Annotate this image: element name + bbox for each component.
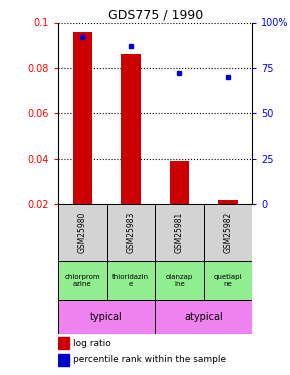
Bar bbox=[106, 204, 155, 261]
Text: typical: typical bbox=[90, 312, 123, 322]
Bar bbox=[204, 261, 252, 300]
Bar bbox=[155, 204, 204, 261]
Text: atypical: atypical bbox=[184, 312, 223, 322]
Text: olanzap
ine: olanzap ine bbox=[166, 274, 193, 287]
Bar bbox=[155, 261, 204, 300]
Bar bbox=[204, 204, 252, 261]
Bar bbox=[218, 200, 238, 204]
Text: GSM25980: GSM25980 bbox=[78, 212, 87, 253]
Bar bbox=[58, 337, 69, 349]
Bar bbox=[58, 261, 106, 300]
Text: GSM25983: GSM25983 bbox=[126, 212, 135, 253]
Bar bbox=[72, 32, 92, 204]
Text: quetiapi
ne: quetiapi ne bbox=[214, 274, 242, 287]
Text: agent: agent bbox=[0, 374, 1, 375]
Bar bbox=[170, 161, 189, 204]
Bar bbox=[106, 261, 155, 300]
Bar bbox=[58, 300, 155, 334]
Title: GDS775 / 1990: GDS775 / 1990 bbox=[108, 8, 203, 21]
Text: log ratio: log ratio bbox=[72, 339, 110, 348]
Text: GSM25982: GSM25982 bbox=[224, 212, 233, 253]
Text: percentile rank within the sample: percentile rank within the sample bbox=[72, 356, 226, 364]
Bar bbox=[58, 204, 106, 261]
Bar bbox=[58, 354, 69, 366]
Bar bbox=[155, 300, 252, 334]
Text: thioridazin
e: thioridazin e bbox=[112, 274, 149, 287]
Bar bbox=[121, 54, 141, 204]
Text: other: other bbox=[0, 374, 1, 375]
Text: GSM25981: GSM25981 bbox=[175, 212, 184, 253]
Text: chlorprom
azine: chlorprom azine bbox=[64, 274, 100, 287]
